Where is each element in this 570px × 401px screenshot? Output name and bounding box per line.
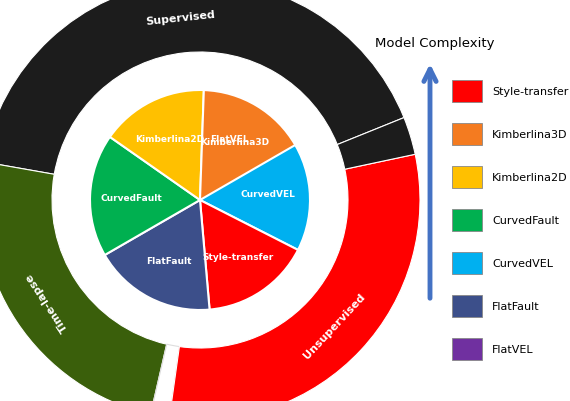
- Wedge shape: [0, 162, 166, 401]
- Wedge shape: [90, 138, 200, 255]
- Wedge shape: [105, 200, 210, 310]
- Wedge shape: [169, 155, 420, 401]
- Wedge shape: [200, 133, 310, 250]
- Text: CurvedFault: CurvedFault: [101, 193, 163, 202]
- Text: Unsupervised: Unsupervised: [302, 291, 367, 360]
- Bar: [452, 124, 482, 146]
- Wedge shape: [337, 118, 415, 170]
- Wedge shape: [68, 69, 332, 332]
- Text: CurvedFault: CurvedFault: [492, 215, 559, 225]
- Bar: [452, 295, 482, 317]
- Text: FlatVEL: FlatVEL: [492, 344, 534, 354]
- Bar: [452, 166, 482, 188]
- Text: Style-transfer: Style-transfer: [202, 252, 274, 261]
- Text: FlatFault: FlatFault: [146, 256, 192, 265]
- Text: CurvedVEL: CurvedVEL: [492, 258, 553, 268]
- Text: Kimberlina2D: Kimberlina2D: [135, 135, 204, 144]
- Text: CurvedVEL: CurvedVEL: [241, 190, 295, 198]
- Bar: [452, 252, 482, 274]
- Bar: [452, 338, 482, 360]
- Text: Style-transfer: Style-transfer: [492, 87, 568, 97]
- Wedge shape: [150, 344, 180, 401]
- Text: Kimberlina3D: Kimberlina3D: [201, 138, 270, 147]
- Text: FlatFault: FlatFault: [492, 301, 540, 311]
- Text: FlatVEL: FlatVEL: [210, 135, 249, 144]
- Wedge shape: [0, 0, 404, 175]
- Text: Model Complexity: Model Complexity: [375, 37, 495, 50]
- Text: Time-lapse: Time-lapse: [23, 271, 70, 333]
- Wedge shape: [200, 200, 298, 310]
- Text: Kimberlina3D: Kimberlina3D: [492, 130, 568, 140]
- Bar: [452, 81, 482, 103]
- Wedge shape: [200, 91, 287, 200]
- Wedge shape: [200, 91, 295, 200]
- Wedge shape: [110, 91, 204, 200]
- Text: Supervised: Supervised: [145, 9, 216, 26]
- Bar: [452, 209, 482, 231]
- Text: Kimberlina2D: Kimberlina2D: [492, 172, 568, 182]
